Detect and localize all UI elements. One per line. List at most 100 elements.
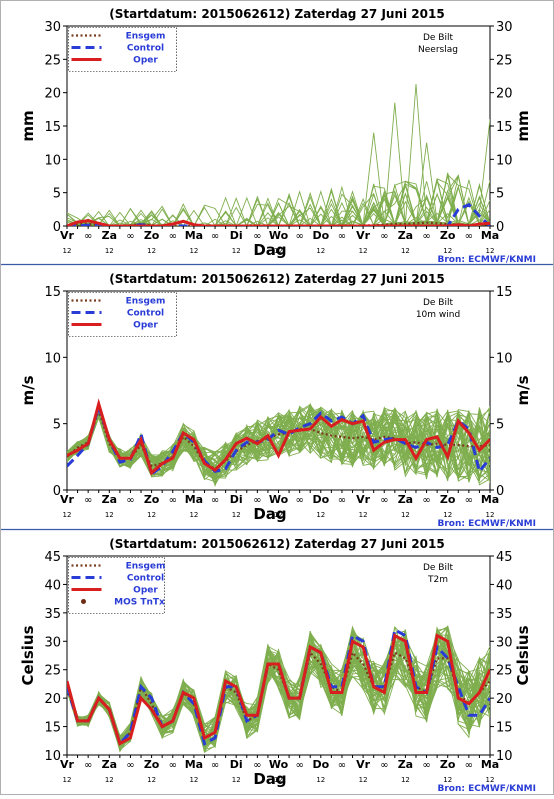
x-mid-label: ∞ — [211, 231, 219, 242]
series-line-ensgem — [67, 650, 490, 746]
x-mid-label: ∞ — [253, 231, 261, 242]
x-mid-label: ∞ — [126, 231, 134, 242]
x-hour-label: 12 — [401, 247, 410, 255]
y-tick-label-right: 35 — [496, 607, 513, 622]
x-mid-label: ∞ — [253, 760, 261, 771]
x-hour-label: 12 — [359, 776, 368, 784]
y-tick-label-right: 20 — [496, 87, 513, 102]
x-mid-label: ∞ — [295, 495, 303, 506]
x-day-label: Do — [312, 493, 329, 506]
x-day-label: Vr — [60, 229, 75, 242]
x-day-label: Do — [312, 758, 329, 771]
y-tick-label-left: 30 — [44, 635, 61, 650]
y-tick-label-left: 10 — [44, 351, 61, 366]
x-hour-label: 12 — [105, 511, 114, 519]
x-day-label: Zo — [144, 229, 160, 242]
legend-label: Oper — [133, 56, 158, 66]
y-tick-label-left: 25 — [44, 664, 61, 679]
y-axis-label-left: m/s — [19, 375, 37, 405]
legend-label: Oper — [133, 586, 158, 596]
legend-label: Ensgem — [126, 297, 166, 307]
y-tick-label-right: 10 — [496, 153, 513, 168]
x-hour-label: 12 — [232, 247, 241, 255]
x-mid-label: ∞ — [211, 760, 219, 771]
y-tick-label-right: 45 — [496, 550, 513, 565]
x-hour-label: 12 — [189, 511, 198, 519]
y-axis-label-right: mm — [514, 110, 532, 141]
x-mid-label: ∞ — [126, 495, 134, 506]
chart-title: (Startdatum: 2015062612) Zaterdag 27 Jun… — [109, 7, 444, 21]
variable-label: T2m — [427, 575, 448, 585]
x-day-label: Zo — [440, 493, 456, 506]
station-label: De Bilt — [423, 33, 454, 43]
x-mid-label: ∞ — [169, 495, 177, 506]
y-tick-label-right: 5 — [496, 187, 504, 202]
x-mid-label: ∞ — [422, 495, 430, 506]
y-tick-label-left: 30 — [44, 20, 61, 35]
x-hour-label: 12 — [443, 247, 452, 255]
legend: Ensgem Control Oper — [68, 27, 177, 72]
series-line-control — [67, 401, 490, 477]
x-hour-label: 12 — [316, 247, 325, 255]
y-tick-label-right: 0 — [496, 220, 504, 235]
x-day-label: Zo — [440, 229, 456, 242]
x-day-label: Di — [230, 493, 243, 506]
x-mid-label: ∞ — [169, 760, 177, 771]
y-tick-label-left: 15 — [44, 721, 61, 736]
x-mid-label: ∞ — [465, 231, 473, 242]
x-day-label: Za — [102, 493, 117, 506]
y-tick-label-right: 10 — [496, 351, 513, 366]
y-axis-label-left: Celsius — [19, 625, 37, 685]
x-mid-label: ∞ — [465, 495, 473, 506]
x-mid-label: ∞ — [338, 495, 346, 506]
x-day-label: Zo — [144, 758, 160, 771]
y-tick-label-right: 40 — [496, 578, 513, 593]
legend-label: Oper — [133, 321, 158, 331]
chart-panel-2: (Startdatum: 2015062612) Zaterdag 27 Jun… — [19, 272, 536, 529]
x-hour-label: 12 — [147, 511, 156, 519]
x-day-label: Do — [312, 229, 329, 242]
series-group — [67, 625, 490, 754]
y-tick-label-left: 40 — [44, 578, 61, 593]
y-tick-label-left: 45 — [44, 550, 61, 565]
x-hour-label: 12 — [359, 247, 368, 255]
chart-panel-1: (Startdatum: 2015062612) Zaterdag 27 Jun… — [19, 7, 536, 265]
x-day-label: Ma — [185, 758, 203, 771]
x-mid-label: ∞ — [211, 495, 219, 506]
x-hour-label: 12 — [316, 776, 325, 784]
x-hour-label: 12 — [232, 776, 241, 784]
x-day-label: Ma — [481, 493, 499, 506]
y-tick-label-left: 5 — [53, 187, 61, 202]
y-axis-label-right: Celsius — [514, 625, 532, 685]
x-hour-label: 12 — [401, 511, 410, 519]
x-day-label: Ma — [481, 229, 499, 242]
ensemble-member-line — [67, 406, 490, 484]
x-day-label: Wo — [269, 229, 289, 242]
legend: Ensgem Control Oper MOS TnTx — [68, 557, 165, 614]
chart-title: (Startdatum: 2015062612) Zaterdag 27 Jun… — [109, 537, 444, 551]
legend-label: Control — [127, 309, 164, 319]
x-mid-label: ∞ — [380, 231, 388, 242]
x-day-label: Zo — [440, 758, 456, 771]
legend-label: Control — [127, 574, 164, 584]
x-day-label: Ma — [185, 229, 203, 242]
legend-label: Control — [127, 44, 164, 54]
legend-label: MOS TnTx — [114, 598, 165, 608]
x-day-label: Zo — [144, 493, 160, 506]
ensemble-member-line — [67, 180, 490, 226]
x-hour-label: 12 — [63, 511, 72, 519]
y-tick-label-left: 5 — [53, 418, 61, 433]
y-tick-label-left: 0 — [53, 484, 61, 499]
x-hour-label: 12 — [147, 776, 156, 784]
x-axis-label: Dag — [253, 505, 286, 523]
x-day-label: Wo — [269, 758, 289, 771]
x-day-label: Za — [102, 229, 117, 242]
series-group — [67, 398, 490, 487]
x-hour-label: 12 — [63, 247, 72, 255]
x-hour-label: 12 — [401, 776, 410, 784]
x-mid-label: ∞ — [380, 495, 388, 506]
x-day-label: Za — [398, 229, 413, 242]
y-tick-label-left: 10 — [44, 749, 61, 764]
x-day-label: Vr — [60, 758, 75, 771]
